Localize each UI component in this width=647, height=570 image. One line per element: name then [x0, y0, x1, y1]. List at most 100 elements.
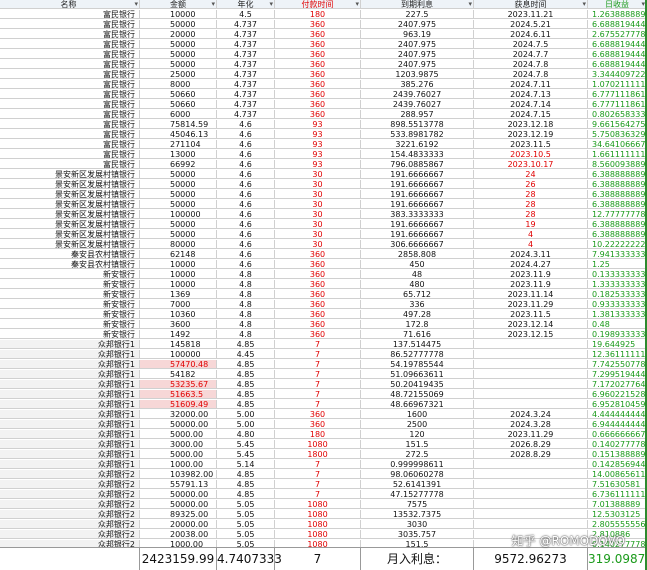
cell-interest-time[interactable]: 19: [474, 220, 588, 229]
cell-name[interactable]: 秦安县农村镇银行: [0, 260, 140, 269]
cell-daily-income[interactable]: 0.140277778: [588, 440, 647, 449]
cell-amount[interactable]: 20000.00: [140, 520, 217, 529]
cell-interest[interactable]: 54.19785544: [361, 360, 474, 369]
cell-daily-income[interactable]: 1.381333333: [588, 310, 647, 319]
cell-name[interactable]: 众邦银行1: [0, 420, 140, 429]
cell-interest-time[interactable]: 4: [474, 240, 588, 249]
cell-amount[interactable]: 25000: [140, 70, 217, 79]
cell-name[interactable]: 景安新区发展村镇银行: [0, 220, 140, 229]
cell-interest-time[interactable]: [474, 380, 588, 389]
cell-rate[interactable]: 5.14: [217, 460, 275, 469]
cell-interest[interactable]: 385.276: [361, 80, 474, 89]
cell-interest[interactable]: 48: [361, 270, 474, 279]
cell-rate[interactable]: 5.45: [217, 440, 275, 449]
cell-interest[interactable]: 288.957: [361, 110, 474, 119]
cell-interest-time[interactable]: [474, 340, 588, 349]
cell-pay-time[interactable]: 360: [275, 310, 361, 319]
cell-rate[interactable]: 4.6: [217, 210, 275, 219]
cell-daily-income[interactable]: 6.388888889: [588, 200, 647, 209]
cell-name[interactable]: 众邦银行1: [0, 370, 140, 379]
cell-daily-income[interactable]: 7.172027764: [588, 380, 647, 389]
cell-pay-time[interactable]: 1080: [275, 510, 361, 519]
cell-name[interactable]: 富民银行: [0, 110, 140, 119]
cell-name[interactable]: 富民银行: [0, 50, 140, 59]
cell-interest[interactable]: 48.72155069: [361, 390, 474, 399]
cell-pay-time[interactable]: 360: [275, 50, 361, 59]
cell-name[interactable]: 景安新区发展村镇银行: [0, 230, 140, 239]
cell-interest[interactable]: 98.06060278: [361, 470, 474, 479]
cell-interest[interactable]: 2407.975: [361, 50, 474, 59]
cell-daily-income[interactable]: 0.142856944: [588, 460, 647, 469]
cell-rate[interactable]: 4.737: [217, 80, 275, 89]
cell-interest[interactable]: 191.6666667: [361, 220, 474, 229]
cell-rate[interactable]: 4.6: [217, 260, 275, 269]
cell-amount[interactable]: 103982.00: [140, 470, 217, 479]
cell-pay-time[interactable]: 360: [275, 40, 361, 49]
cell-amount[interactable]: 13000: [140, 150, 217, 159]
cell-rate[interactable]: 4.6: [217, 150, 275, 159]
cell-amount[interactable]: 45046.13: [140, 130, 217, 139]
cell-amount[interactable]: 51663.5: [140, 390, 217, 399]
cell-daily-income[interactable]: 2.805555556: [588, 520, 647, 529]
cell-daily-income[interactable]: 8.560093889: [588, 160, 647, 169]
cell-interest-time[interactable]: [474, 360, 588, 369]
cell-daily-income[interactable]: 0.802658333: [588, 110, 647, 119]
cell-interest-time[interactable]: 2023.11.21: [474, 10, 588, 19]
cell-name[interactable]: 众邦银行1: [0, 430, 140, 439]
cell-rate[interactable]: 5.00: [217, 410, 275, 419]
cell-daily-income[interactable]: 6.388888889: [588, 220, 647, 229]
cell-name[interactable]: 富民银行: [0, 10, 140, 19]
cell-amount[interactable]: 5000.00: [140, 430, 217, 439]
cell-interest[interactable]: 13532.7375: [361, 510, 474, 519]
cell-amount[interactable]: 10000: [140, 270, 217, 279]
cell-amount[interactable]: 20000: [140, 30, 217, 39]
cell-rate[interactable]: 5.05: [217, 500, 275, 509]
cell-rate[interactable]: 4.85: [217, 400, 275, 409]
cell-rate[interactable]: 4.737: [217, 50, 275, 59]
cell-interest[interactable]: 2407.975: [361, 60, 474, 69]
cell-pay-time[interactable]: 7: [275, 460, 361, 469]
cell-daily-income[interactable]: 4.444444444: [588, 410, 647, 419]
cell-daily-income[interactable]: 7.299519444: [588, 370, 647, 379]
cell-interest[interactable]: 480: [361, 280, 474, 289]
cell-name[interactable]: 众邦银行1: [0, 450, 140, 459]
cell-pay-time[interactable]: 180: [275, 10, 361, 19]
cell-rate[interactable]: 4.80: [217, 430, 275, 439]
cell-pay-time[interactable]: 360: [275, 110, 361, 119]
cell-name[interactable]: 众邦银行1: [0, 390, 140, 399]
cell-rate[interactable]: 4.85: [217, 360, 275, 369]
cell-amount[interactable]: 1369: [140, 290, 217, 299]
cell-interest-time[interactable]: 28: [474, 210, 588, 219]
cell-rate[interactable]: 4.6: [217, 140, 275, 149]
cell-interest-time[interactable]: [474, 400, 588, 409]
cell-name[interactable]: 众邦银行2: [0, 480, 140, 489]
cell-pay-time[interactable]: 30: [275, 170, 361, 179]
header-amount[interactable]: 金额: [140, 0, 217, 9]
cell-amount[interactable]: 66992: [140, 160, 217, 169]
cell-interest[interactable]: 2500: [361, 420, 474, 429]
cell-interest[interactable]: 383.3333333: [361, 210, 474, 219]
cell-interest[interactable]: 191.6666667: [361, 180, 474, 189]
cell-name[interactable]: 新安银行: [0, 310, 140, 319]
cell-interest-time[interactable]: 2024.7.5: [474, 40, 588, 49]
cell-pay-time[interactable]: 93: [275, 120, 361, 129]
cell-daily-income[interactable]: 12.77777778: [588, 210, 647, 219]
cell-rate[interactable]: 4.6: [217, 230, 275, 239]
cell-daily-income[interactable]: 1.661111111: [588, 150, 647, 159]
cell-name[interactable]: 景安新区发展村镇银行: [0, 190, 140, 199]
cell-amount[interactable]: 1492: [140, 330, 217, 339]
cell-daily-income[interactable]: 6.777111861: [588, 100, 647, 109]
cell-amount[interactable]: 50000: [140, 220, 217, 229]
cell-rate[interactable]: 4.737: [217, 60, 275, 69]
cell-daily-income[interactable]: 7.51630581: [588, 480, 647, 489]
cell-interest-time[interactable]: [474, 490, 588, 499]
cell-daily-income[interactable]: 10.22222222: [588, 240, 647, 249]
cell-rate[interactable]: 4.737: [217, 100, 275, 109]
cell-pay-time[interactable]: 360: [275, 90, 361, 99]
cell-interest-time[interactable]: 26: [474, 180, 588, 189]
cell-name[interactable]: 新安银行: [0, 270, 140, 279]
cell-rate[interactable]: 5.00: [217, 420, 275, 429]
cell-interest[interactable]: 191.6666667: [361, 190, 474, 199]
summary-avg-rate[interactable]: 4.7407333: [217, 548, 282, 570]
cell-amount[interactable]: 145818: [140, 340, 217, 349]
